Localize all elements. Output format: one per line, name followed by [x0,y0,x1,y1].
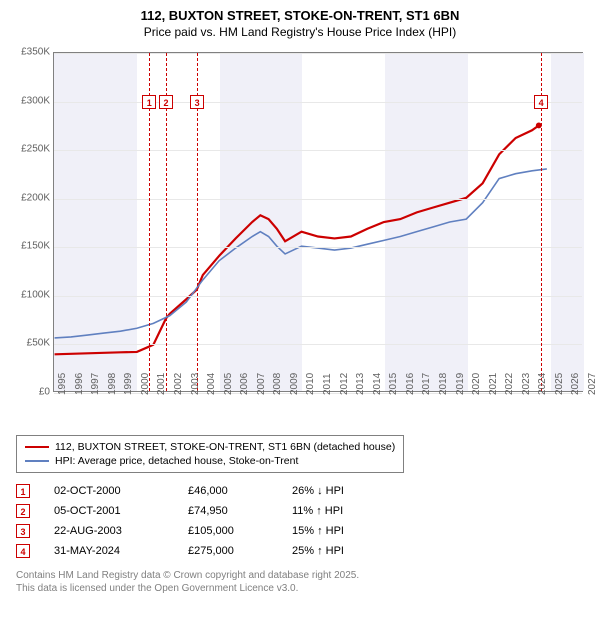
x-axis-label: 1998 [107,373,118,395]
legend-label: HPI: Average price, detached house, Stok… [55,455,298,467]
x-axis-label: 2006 [239,373,250,395]
chart-marker: 4 [534,95,548,109]
x-axis-label: 2015 [388,373,399,395]
x-axis-label: 2024 [537,373,548,395]
legend-swatch [25,446,49,448]
transactions-table: 1 02-OCT-2000 £46,000 26% ↓ HPI 2 05-OCT-2001… [16,481,592,561]
transaction-pct: 26% ↓ HPI [292,485,392,497]
x-axis-label: 2025 [554,373,565,395]
x-axis-label: 2018 [438,373,449,395]
x-axis-label: 2001 [156,373,167,395]
transaction-date: 05-OCT-2001 [54,505,164,517]
plot-area: 12 3 4 [53,52,583,392]
y-axis-label: £50K [27,338,50,349]
x-axis-label: 1999 [123,373,134,395]
x-axis-label: 2003 [190,373,201,395]
footer: Contains HM Land Registry data © Crown c… [16,569,592,595]
transaction-marker: 4 [16,544,30,558]
series-hpi [55,169,547,338]
x-axis-label: 2021 [488,373,499,395]
transaction-row: 2 05-OCT-2001 £74,950 11% ↑ HPI [16,501,592,521]
x-axis-label: 1995 [57,373,68,395]
y-axis-label: £250K [21,144,50,155]
transaction-pct: 15% ↑ HPI [292,525,392,537]
transaction-price: £46,000 [188,485,268,497]
x-axis-label: 2014 [372,373,383,395]
chart-lines [54,53,582,391]
x-axis-label: 1997 [90,373,101,395]
transaction-price: £275,000 [188,545,268,557]
chart-marker: 3 [190,95,204,109]
chart-title: 112, BUXTON STREET, STOKE-ON-TRENT, ST1 … [8,8,592,23]
footer-line-1: Contains HM Land Registry data © Crown c… [16,569,592,582]
y-axis-label: £300K [21,95,50,106]
chart-marker: 1 [142,95,156,109]
x-axis-label: 2013 [355,373,366,395]
legend-swatch [25,460,49,462]
x-axis-label: 2026 [570,373,581,395]
transaction-date: 31-MAY-2024 [54,545,164,557]
transaction-marker: 3 [16,524,30,538]
x-axis-label: 2004 [206,373,217,395]
chart-subtitle: Price paid vs. HM Land Registry's House … [8,25,592,39]
transaction-date: 22-AUG-2003 [54,525,164,537]
x-axis-label: 2007 [256,373,267,395]
transaction-price: £105,000 [188,525,268,537]
transaction-pct: 11% ↑ HPI [292,505,392,517]
y-axis-label: £150K [21,241,50,252]
x-axis-label: 1996 [74,373,85,395]
y-axis-label: £100K [21,289,50,300]
x-axis-label: 2016 [405,373,416,395]
transaction-date: 02-OCT-2000 [54,485,164,497]
transaction-row: 4 31-MAY-2024 £275,000 25% ↑ HPI [16,541,592,561]
y-axis-label: £350K [21,47,50,58]
transaction-row: 3 22-AUG-2003 £105,000 15% ↑ HPI [16,521,592,541]
chart-container: 112, BUXTON STREET, STOKE-ON-TRENT, ST1 … [0,0,600,603]
x-axis-label: 2002 [173,373,184,395]
legend: 112, BUXTON STREET, STOKE-ON-TRENT, ST1 … [16,435,404,473]
x-axis-label: 2005 [223,373,234,395]
x-axis-label: 2009 [289,373,300,395]
x-axis-label: 2011 [322,373,333,395]
x-axis-label: 2010 [305,373,316,395]
transaction-pct: 25% ↑ HPI [292,545,392,557]
transaction-price: £74,950 [188,505,268,517]
series-price_paid [55,125,539,354]
transaction-row: 1 02-OCT-2000 £46,000 26% ↓ HPI [16,481,592,501]
chart-marker: 2 [159,95,173,109]
x-axis-label: 2023 [521,373,532,395]
transaction-marker: 2 [16,504,30,518]
transaction-marker: 1 [16,484,30,498]
x-axis-label: 2017 [421,373,432,395]
legend-label: 112, BUXTON STREET, STOKE-ON-TRENT, ST1 … [55,441,395,453]
y-axis-label: £200K [21,192,50,203]
x-axis-label: 2000 [140,373,151,395]
footer-line-2: This data is licensed under the Open Gov… [16,582,592,595]
x-axis-label: 2022 [504,373,515,395]
x-axis-label: 2020 [471,373,482,395]
x-axis-label: 2019 [455,373,466,395]
x-axis-label: 2012 [339,373,350,395]
x-axis-label: 2008 [272,373,283,395]
chart-area: 12 3 4 £0 £50K £100K £150K £200K £250K £300K £350… [8,47,592,427]
y-axis-label: £0 [39,387,50,398]
legend-item: HPI: Average price, detached house, Stok… [25,454,395,468]
x-axis-label: 2027 [587,373,598,395]
legend-item: 112, BUXTON STREET, STOKE-ON-TRENT, ST1 … [25,440,395,454]
